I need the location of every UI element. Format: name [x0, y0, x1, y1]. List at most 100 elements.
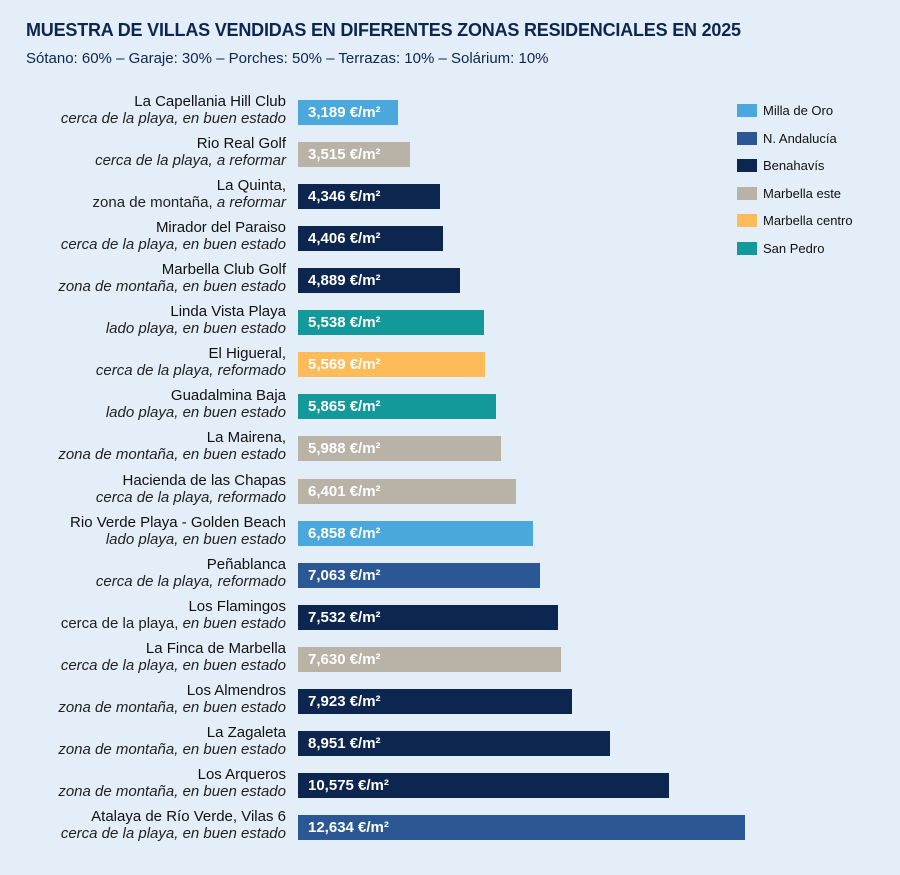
villa-description: cerca de la playa, reformado — [0, 489, 286, 506]
bar-label: Guadalmina Baja lado playa, en buen esta… — [0, 387, 286, 421]
bar: 3,515 €/m² — [298, 142, 410, 168]
villa-description: cerca de la playa, reformado — [0, 362, 286, 379]
villa-name: Rio Verde Playa - Golden Beach — [70, 513, 286, 531]
legend-swatch — [737, 104, 757, 118]
bar-row: Guadalmina Baja lado playa, en buen esta… — [0, 387, 720, 429]
bar-row: Los Flamingos cerca de la playa, en buen… — [0, 598, 720, 640]
legend-item: N. Andalucía — [737, 125, 867, 153]
bar: 4,889 €/m² — [298, 268, 461, 294]
bar-row: Rio Real Golf cerca de la playa, a refor… — [0, 135, 720, 177]
legend-label: San Pedro — [763, 240, 825, 256]
villa-name: Los Almendros — [186, 681, 286, 699]
bar-value-label: 4,346 €/m² — [308, 188, 381, 206]
bar-label: La Mairena, zona de montaña, en buen est… — [0, 429, 286, 463]
legend-item: Benahavís — [737, 152, 867, 180]
villa-name: Peñablanca — [206, 555, 286, 573]
villa-name: Guadalmina Baja — [170, 387, 286, 405]
bar-label: Marbella Club Golf zona de montaña, en b… — [0, 261, 286, 295]
bar-value-label: 5,988 €/m² — [308, 440, 381, 458]
description-italic: zona de montaña, en buen estado — [58, 278, 286, 296]
villa-description: lado playa, en buen estado — [0, 320, 286, 337]
description-italic: cerca de la playa, en buen estado — [60, 110, 286, 127]
villa-description: cerca de la playa, en buen estado — [0, 615, 286, 632]
bar: 10,575 €/m² — [298, 772, 670, 798]
villa-name: Hacienda de las Chapas — [122, 471, 286, 489]
villa-description: cerca de la playa, en buen estado — [0, 110, 286, 127]
chart-page: MUESTRA DE VILLAS VENDIDAS EN DIFERENTES… — [0, 20, 867, 843]
legend-label: N. Andalucía — [763, 130, 837, 146]
bar-row: Los Arqueros zona de montaña, en buen es… — [0, 766, 720, 808]
bar-value-label: 4,889 €/m² — [308, 272, 381, 290]
bar-value-label: 6,401 €/m² — [308, 482, 381, 500]
bar: 4,346 €/m² — [298, 184, 441, 210]
villa-description: cerca de la playa, en buen estado — [0, 657, 286, 674]
legend-label: Benahavís — [763, 158, 825, 174]
bar: 7,630 €/m² — [298, 646, 562, 672]
bar-value-label: 6,858 €/m² — [308, 524, 381, 542]
villa-description: lado playa, en buen estado — [0, 404, 286, 421]
bar-value-label: 7,923 €/m² — [308, 692, 381, 710]
legend-item: Marbella centro — [737, 207, 867, 235]
bar-label: Los Flamingos cerca de la playa, en buen… — [0, 598, 286, 632]
bar-value-label: 5,538 €/m² — [308, 314, 381, 332]
description-italic: cerca de la playa, reformado — [95, 362, 286, 380]
bar-label: Hacienda de las Chapas cerca de la playa… — [0, 472, 286, 506]
bar-row: Peñablanca cerca de la playa, reformado … — [0, 556, 720, 598]
bar-row: Rio Verde Playa - Golden Beach lado play… — [0, 514, 720, 556]
bar-value-label: 7,532 €/m² — [308, 608, 381, 626]
villa-name: Rio Real Golf — [196, 135, 286, 153]
bar-label: La Capellania Hill Club cerca de la play… — [0, 93, 286, 127]
villa-description: zona de montaña, en buen estado — [0, 741, 286, 758]
description-italic: zona de montaña, en buen estado — [58, 740, 286, 758]
legend-swatch — [737, 214, 757, 228]
description-italic: zona de montaña, en buen estado — [58, 782, 286, 800]
bar-label: Linda Vista Playa lado playa, en buen es… — [0, 303, 286, 337]
bar: 3,189 €/m² — [298, 100, 398, 125]
bar-row: La Capellania Hill Club cerca de la play… — [0, 93, 720, 135]
bar-row: Los Almendros zona de montaña, en buen e… — [0, 682, 720, 724]
chart-subtitle: Sótano: 60% – Garaje: 30% – Porches: 50%… — [26, 50, 549, 67]
legend: Milla de Oro N. Andalucía Benahavís Marbell… — [737, 97, 867, 262]
bar-row: Hacienda de las Chapas cerca de la playa… — [0, 472, 720, 514]
description-italic: lado playa, en buen estado — [105, 404, 286, 422]
bar-value-label: 5,865 €/m² — [308, 398, 381, 416]
villa-name: La Zagaleta — [206, 723, 286, 741]
villa-name: Mirador del Paraiso — [155, 219, 286, 237]
bar: 4,406 €/m² — [298, 226, 443, 252]
bar: 7,923 €/m² — [298, 688, 572, 714]
villa-description: zona de montaña, en buen estado — [0, 783, 286, 800]
villa-name: Marbella Club Golf — [161, 261, 286, 279]
bar-row: La Quinta, zona de montaña, a reformar 4… — [0, 177, 720, 219]
villa-description: cerca de la playa, reformado — [0, 573, 286, 590]
bar-row: La Zagaleta zona de montaña, en buen est… — [0, 724, 720, 766]
bar-value-label: 5,569 €/m² — [308, 356, 381, 374]
bar-row: Mirador del Paraiso cerca de la playa, e… — [0, 219, 720, 261]
bar-row: La Finca de Marbella cerca de la playa, … — [0, 640, 720, 682]
bar: 6,401 €/m² — [298, 478, 516, 504]
villa-description: cerca de la playa, a reformar — [0, 152, 286, 169]
description-italic: cerca de la playa, reformado — [95, 572, 286, 590]
legend-swatch — [737, 241, 757, 255]
villa-name: Los Flamingos — [188, 597, 286, 615]
legend-item: San Pedro — [737, 235, 867, 263]
bar-label: La Zagaleta zona de montaña, en buen est… — [0, 724, 286, 758]
villa-name: La Finca de Marbella — [145, 639, 286, 657]
description-italic: en buen estado — [182, 614, 286, 632]
description-italic: lado playa, en buen estado — [105, 530, 286, 548]
description-italic: cerca de la playa, en buen estado — [60, 656, 286, 674]
villa-name: El Higueral, — [208, 345, 286, 363]
description-italic: cerca de la playa, en buen estado — [60, 236, 286, 254]
bar-row: Linda Vista Playa lado playa, en buen es… — [0, 303, 720, 345]
bar-label: Rio Verde Playa - Golden Beach lado play… — [0, 514, 286, 548]
chart-title: MUESTRA DE VILLAS VENDIDAS EN DIFERENTES… — [26, 20, 741, 40]
legend-swatch — [737, 186, 757, 200]
bar-label: Rio Real Golf cerca de la playa, a refor… — [0, 135, 286, 169]
bar-value-label: 10,575 €/m² — [308, 776, 389, 794]
bar-row: Marbella Club Golf zona de montaña, en b… — [0, 261, 720, 303]
description-italic: cerca de la playa, en buen estado — [60, 825, 286, 843]
bar-label: El Higueral, cerca de la playa, reformad… — [0, 345, 286, 379]
description-italic: zona de montaña, en buen estado — [58, 446, 286, 464]
legend-item: Marbella este — [737, 180, 867, 208]
bar: 7,063 €/m² — [298, 562, 541, 588]
villa-description: lado playa, en buen estado — [0, 531, 286, 548]
